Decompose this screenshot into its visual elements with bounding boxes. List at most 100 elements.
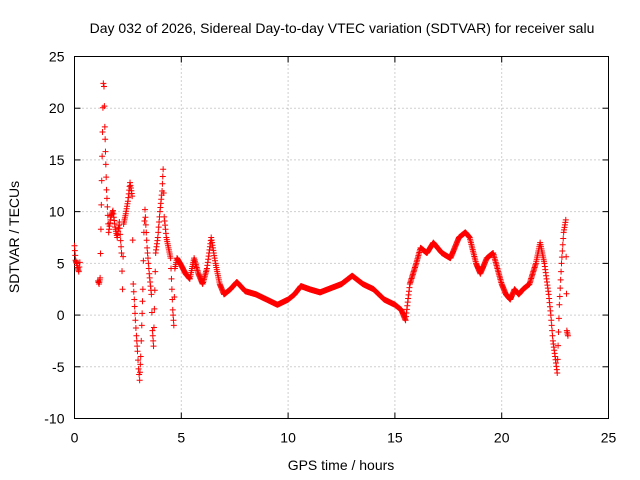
data-point	[145, 265, 152, 272]
data-point	[170, 312, 177, 319]
data-point	[97, 250, 104, 257]
x-tick-label: 25	[601, 430, 617, 446]
data-point	[76, 263, 83, 270]
data-point	[548, 322, 555, 329]
data-point	[100, 83, 107, 90]
data-point	[554, 369, 561, 376]
y-tick-label: -5	[52, 359, 65, 375]
data-point	[549, 327, 556, 334]
chart-title: Day 032 of 2026, Sidereal Day-to-day VTE…	[90, 20, 595, 36]
data-point	[150, 324, 157, 331]
data-point	[99, 104, 106, 111]
data-point	[76, 259, 83, 266]
data-point	[136, 377, 143, 384]
data-point	[137, 369, 144, 376]
data-point	[103, 174, 110, 181]
data-point	[170, 322, 177, 329]
data-point	[155, 224, 162, 231]
data-point	[148, 291, 155, 298]
data-point	[559, 247, 566, 254]
data-point	[104, 203, 111, 210]
data-point	[142, 214, 149, 221]
data-point	[103, 186, 110, 193]
x-tick-label: 0	[71, 430, 79, 446]
data-point	[139, 298, 146, 305]
data-point	[170, 317, 177, 324]
data-point	[141, 206, 148, 213]
data-point	[141, 217, 148, 224]
data-point	[131, 296, 138, 303]
data-point	[168, 286, 175, 293]
data-point	[137, 353, 144, 360]
data-point	[135, 357, 142, 364]
data-point	[556, 293, 563, 300]
y-tick-label: 5	[57, 255, 65, 271]
data-point	[556, 301, 563, 308]
data-point	[120, 253, 127, 260]
data-point	[132, 325, 139, 331]
data-point	[101, 123, 108, 130]
data-point	[171, 293, 178, 300]
y-axis-label: SDTVAR / TECUs	[6, 181, 22, 293]
data-point	[144, 244, 151, 251]
data-point	[151, 305, 158, 312]
data-point	[149, 327, 156, 334]
data-point	[563, 253, 570, 260]
y-tick-label: 10	[49, 204, 65, 220]
data-point	[117, 231, 124, 238]
data-point	[100, 80, 107, 87]
data-point	[139, 286, 146, 293]
y-tick-label: 20	[49, 100, 65, 116]
data-point	[101, 103, 108, 110]
data-point	[102, 148, 109, 155]
data-point	[102, 161, 109, 168]
data-point	[555, 315, 562, 322]
data-point	[167, 255, 174, 262]
data-point	[103, 195, 110, 202]
data-point	[155, 229, 162, 236]
data-point	[150, 343, 157, 350]
data-point	[102, 136, 109, 143]
data-point	[555, 342, 562, 349]
data-point	[137, 361, 144, 368]
data-point	[145, 260, 152, 267]
data-point	[140, 257, 147, 264]
data-point	[97, 274, 104, 281]
data-point	[132, 317, 139, 324]
y-tick-label: -10	[44, 411, 64, 427]
data-point	[119, 268, 126, 275]
data-point	[117, 237, 124, 244]
data-point	[119, 286, 126, 293]
data-point	[548, 317, 555, 324]
data-point	[118, 250, 125, 257]
data-point	[135, 365, 142, 372]
data-point	[156, 218, 163, 225]
grid	[74, 56, 609, 419]
data-point	[555, 329, 562, 336]
x-tick-label: 20	[494, 430, 510, 446]
data-point	[143, 229, 150, 236]
data-point	[557, 285, 564, 292]
data-point	[169, 306, 176, 313]
data-point	[139, 310, 146, 317]
data-point	[547, 312, 554, 319]
data-point	[563, 290, 570, 297]
data-point	[98, 177, 105, 184]
data-point	[564, 332, 571, 339]
x-tick-label: 10	[280, 430, 296, 446]
data-point	[144, 255, 151, 262]
data-point	[138, 322, 145, 329]
data-point	[160, 190, 167, 197]
data-point	[130, 281, 137, 288]
data-point	[159, 173, 166, 180]
data-point	[130, 288, 137, 295]
data-point	[168, 275, 175, 282]
data-point	[159, 180, 166, 187]
data-point	[118, 243, 125, 250]
x-axis-label: GPS time / hours	[288, 457, 395, 473]
y-tick-label: 0	[57, 307, 65, 323]
data-point	[99, 129, 106, 136]
data-point	[557, 276, 564, 283]
data-point	[560, 235, 567, 242]
data-point	[150, 337, 157, 344]
